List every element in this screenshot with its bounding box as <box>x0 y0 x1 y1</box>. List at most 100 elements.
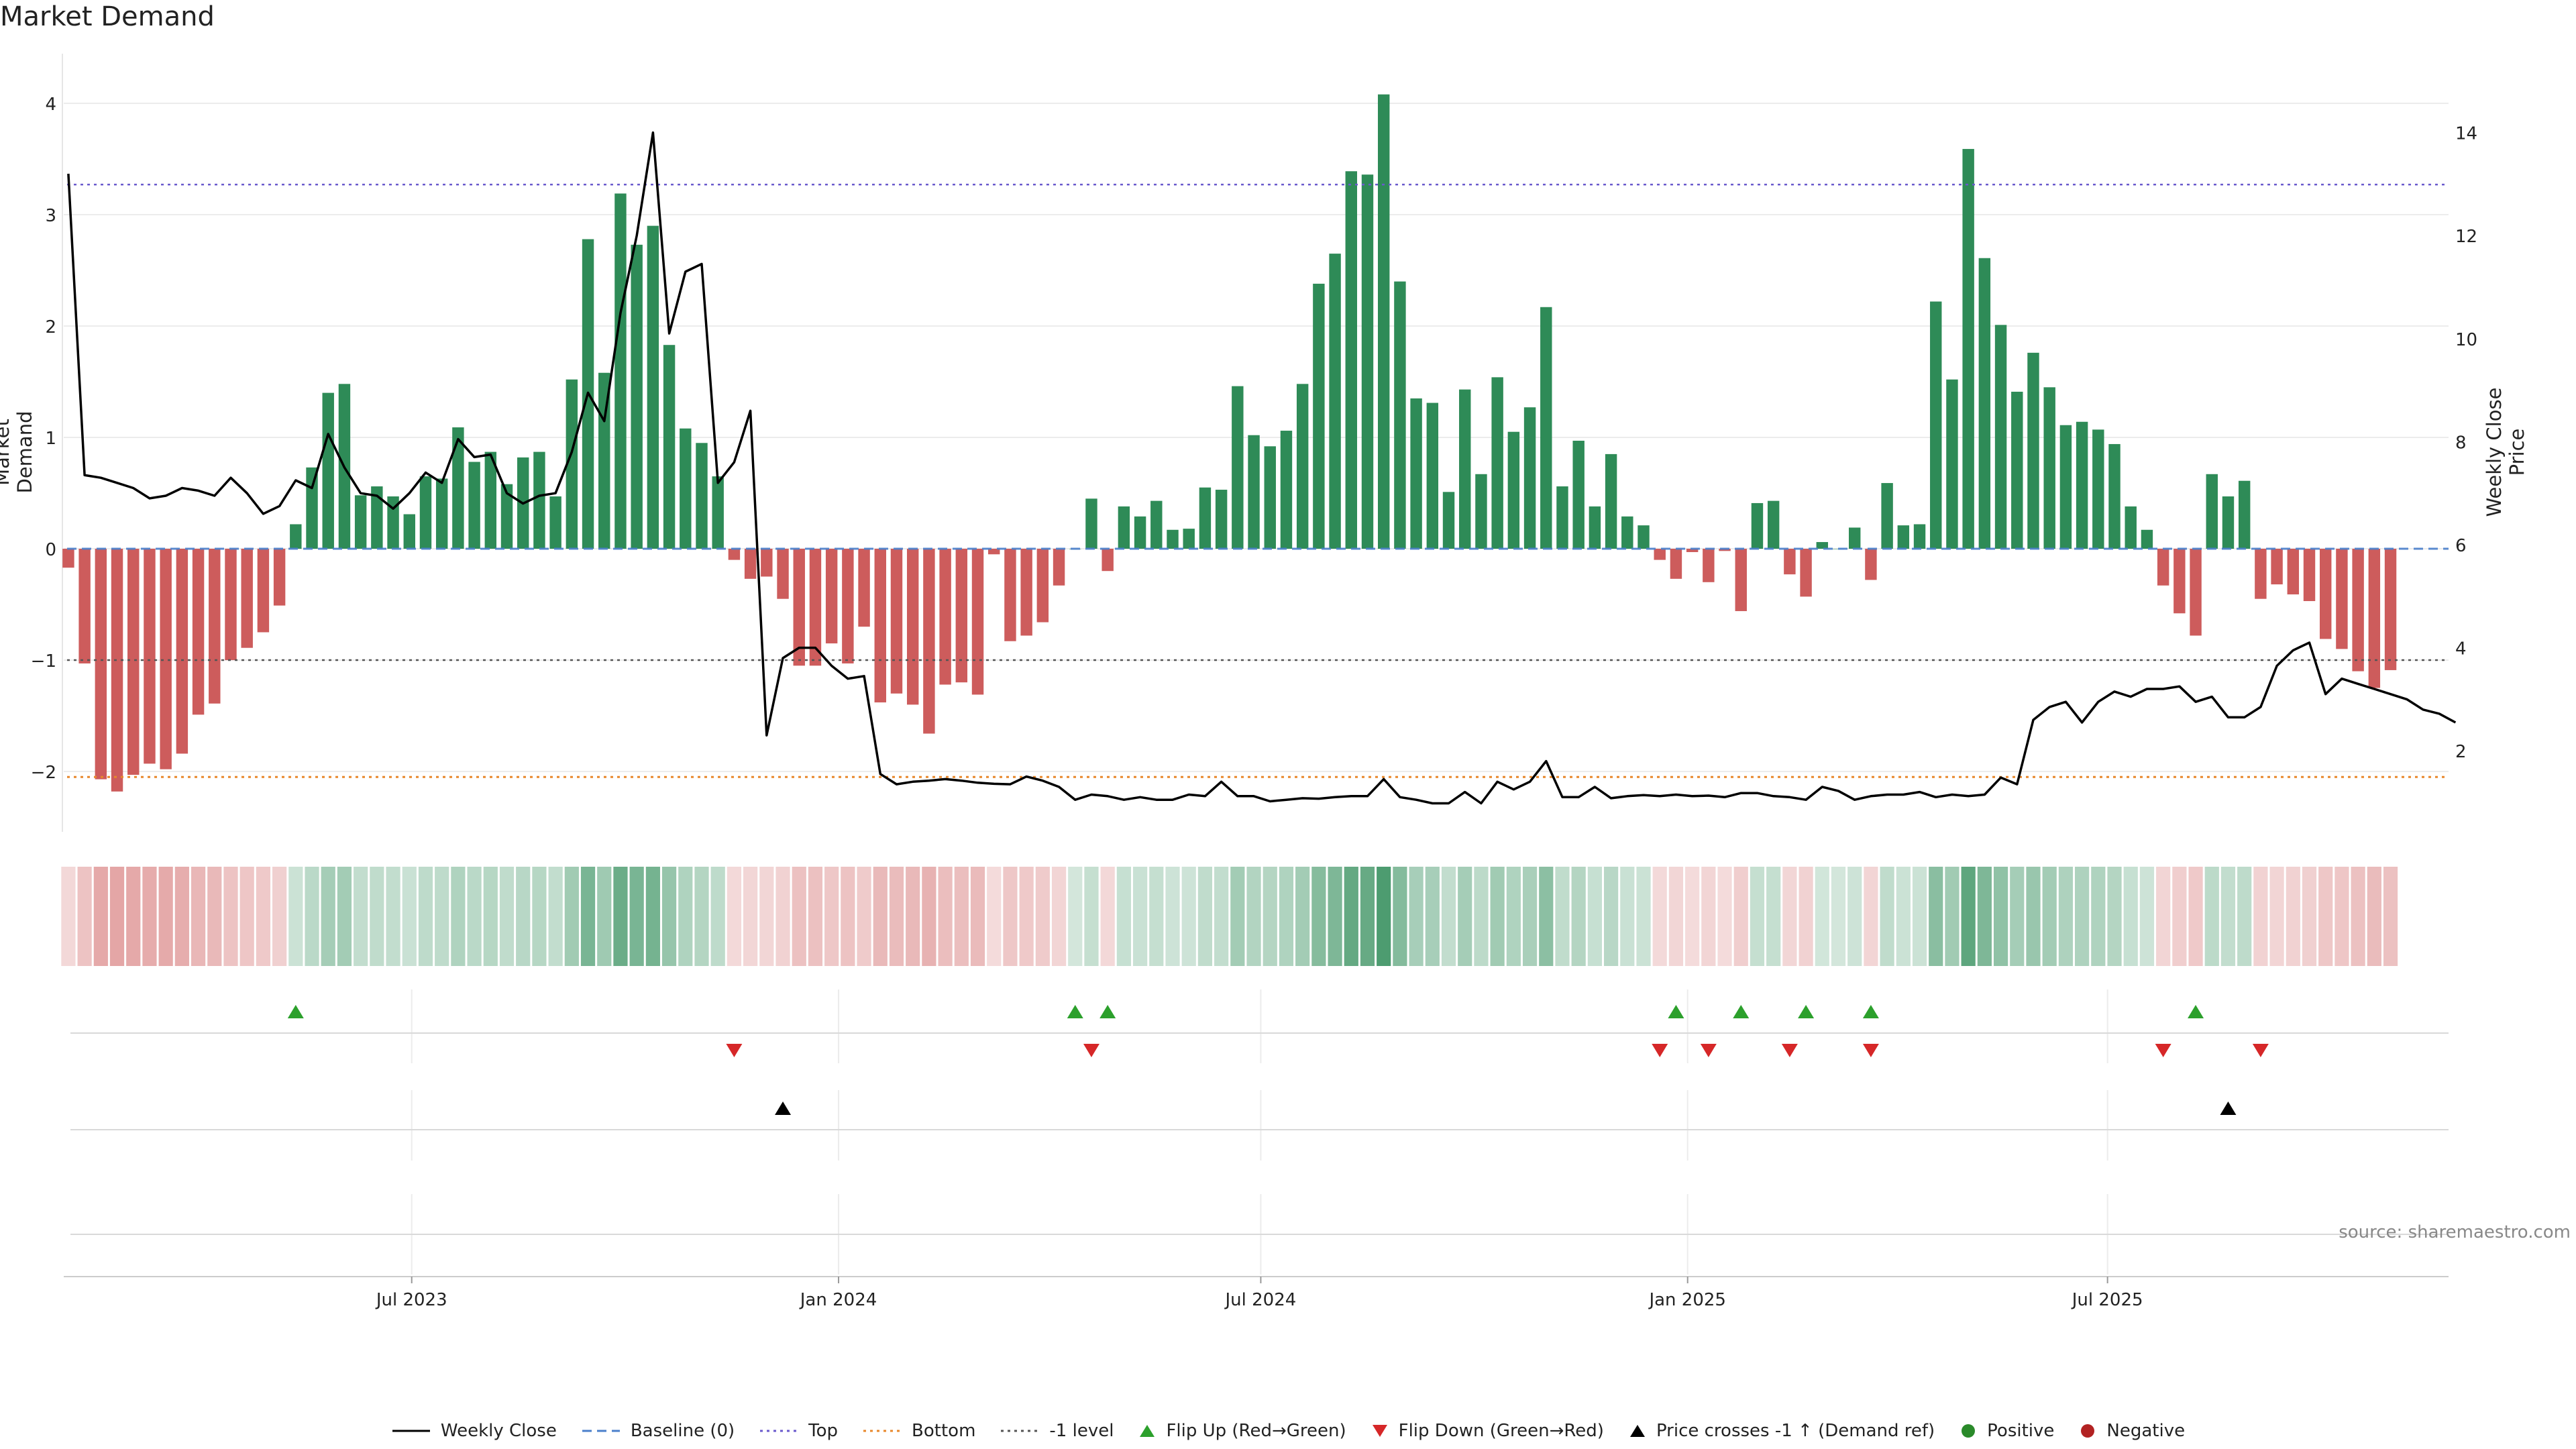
demand-bar <box>290 524 302 549</box>
strip-cell <box>2367 867 2381 966</box>
demand-bar <box>1654 549 1666 560</box>
strip-cell <box>1214 867 1229 966</box>
legend-label: Baseline (0) <box>630 1421 735 1441</box>
strip-cell <box>2123 867 2138 966</box>
demand-bar <box>1930 301 1942 549</box>
demand-bar <box>176 549 189 754</box>
legend-item-flip_down: Flip Down (Green→Red) <box>1371 1421 1604 1441</box>
flip-up-marker <box>2188 1005 2204 1018</box>
demand-bar <box>1556 486 1568 549</box>
legend-item-negative: Negative <box>2078 1421 2185 1441</box>
demand-bar <box>858 549 870 627</box>
demand-bar <box>1264 446 1276 549</box>
strip-cell <box>2042 867 2057 966</box>
demand-bar <box>631 244 643 549</box>
demand-bar <box>1946 379 1958 549</box>
strip-cell <box>483 867 498 966</box>
demand-bar <box>500 484 513 549</box>
demand-bar <box>712 476 724 549</box>
strip-cell <box>1539 867 1554 966</box>
demand-bar <box>1118 506 1130 549</box>
demand-bar <box>647 225 659 549</box>
demand-bar <box>2157 549 2169 586</box>
strip-cell <box>370 867 384 966</box>
strip-cell <box>775 867 790 966</box>
strip-cell <box>597 867 612 966</box>
legend-label: Flip Down (Green→Red) <box>1398 1421 1604 1441</box>
demand-bar <box>452 427 464 549</box>
strip-cell <box>922 867 936 966</box>
x-tick-label: Jan 2025 <box>1648 1290 1726 1310</box>
demand-bar <box>95 549 107 780</box>
strip-cell <box>516 867 531 966</box>
demand-bar <box>403 514 415 549</box>
demand-bar <box>1248 435 1260 549</box>
demand-bar <box>2190 549 2202 636</box>
strip-cell <box>142 867 157 966</box>
strip-cell <box>386 867 400 966</box>
strip-cell <box>1441 867 1456 966</box>
strip-cell <box>564 867 579 966</box>
strip-cell <box>499 867 515 966</box>
demand-bar <box>614 193 627 549</box>
strip-cell <box>2139 867 2155 966</box>
strip-cell <box>256 867 271 966</box>
demand-bar <box>1329 254 1341 549</box>
strip-cell <box>1733 867 1748 966</box>
legend-label: Price crosses -1 ↑ (Demand ref) <box>1656 1421 1935 1441</box>
demand-bar <box>160 549 172 769</box>
demand-bar <box>1897 525 1910 549</box>
legend-symbol-positive <box>1962 1424 1976 1438</box>
demand-bar <box>62 549 74 568</box>
strip-cell <box>1051 867 1067 966</box>
demand-bar <box>2108 443 2121 549</box>
demand-bar <box>2238 480 2251 549</box>
demand-bar <box>322 392 334 549</box>
demand-bar <box>1459 389 1471 549</box>
legend-item-top: Top <box>759 1421 838 1441</box>
strip-cell <box>532 867 547 966</box>
demand-bar <box>225 549 237 660</box>
strip-cell <box>207 867 222 966</box>
strip-cell <box>1896 867 1911 966</box>
price-cross-marker <box>775 1102 792 1115</box>
strip-cell <box>1701 867 1716 966</box>
strip-cell <box>1831 867 1846 966</box>
strip-cell <box>2188 867 2203 966</box>
strip-cell <box>2026 867 2041 966</box>
demand-bar <box>1475 474 1487 549</box>
demand-bar <box>1345 171 1357 549</box>
demand-bar <box>1410 398 1422 549</box>
strip-cell <box>1360 867 1375 966</box>
demand-bar <box>144 549 156 764</box>
x-tick-label: Jul 2025 <box>2071 1290 2143 1310</box>
demand-bar <box>2027 352 2039 549</box>
demand-bar <box>1394 281 1406 549</box>
strip-cell <box>93 867 108 966</box>
strip-cell <box>1636 867 1651 966</box>
demand-bar <box>306 467 318 549</box>
demand-bar <box>906 549 919 705</box>
strip-cell <box>938 867 953 966</box>
legend-label: Flip Up (Red→Green) <box>1166 1421 1346 1441</box>
strip-cell <box>1782 867 1797 966</box>
legend-label: Top <box>808 1421 839 1441</box>
strip-cell <box>1522 867 1538 966</box>
strip-cell <box>906 867 920 966</box>
legend-label: Weekly Close <box>440 1421 557 1441</box>
strip-cell <box>548 867 563 966</box>
demand-bar <box>566 379 578 549</box>
strip-cell <box>1555 867 1570 966</box>
strip-cell <box>710 867 725 966</box>
demand-bar <box>2141 529 2153 549</box>
strip-cell <box>1084 867 1099 966</box>
y-tick-label: −2 <box>31 763 56 783</box>
demand-bar <box>2222 496 2235 549</box>
demand-bar <box>2125 506 2137 549</box>
strip-cell <box>2091 867 2106 966</box>
demand-bar <box>1848 527 1861 549</box>
demand-bar <box>435 478 448 549</box>
demand-bar <box>1134 516 1146 549</box>
strip-cell <box>1490 867 1505 966</box>
